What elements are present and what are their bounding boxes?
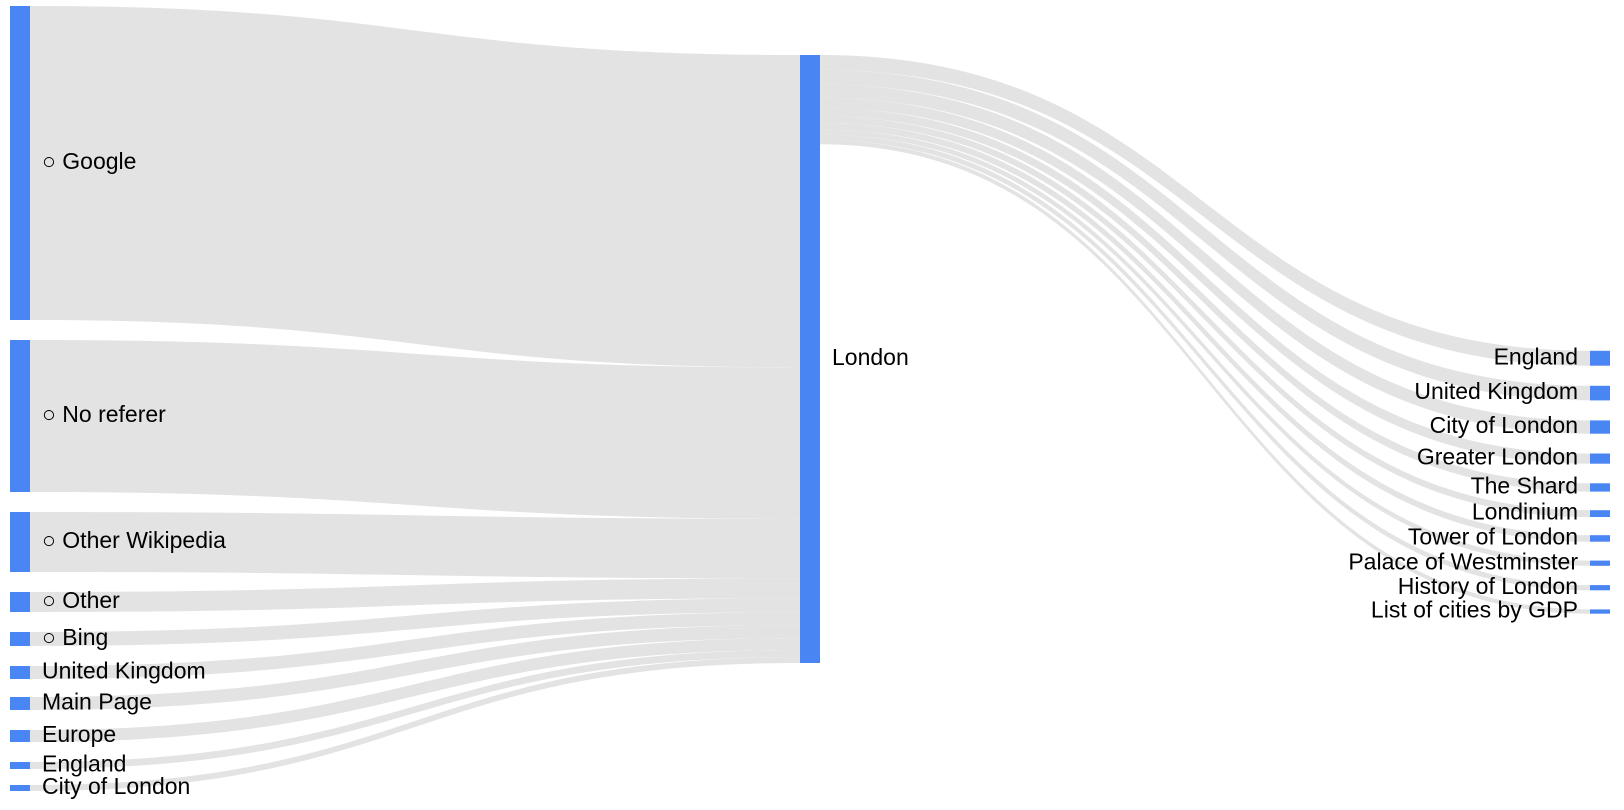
svg-text:United Kingdom: United Kingdom	[1414, 378, 1578, 404]
svg-text:Main Page: Main Page	[42, 689, 152, 715]
svg-text:○ Google: ○ Google	[42, 148, 136, 174]
svg-text:City of London: City of London	[1430, 412, 1578, 438]
svg-text:City of London: City of London	[42, 773, 190, 799]
svg-text:List of cities by GDP: List of cities by GDP	[1371, 597, 1578, 623]
svg-text:Tower of London: Tower of London	[1408, 524, 1578, 550]
svg-text:Londinium: Londinium	[1472, 499, 1578, 525]
svg-text:The Shard: The Shard	[1471, 473, 1578, 499]
svg-text:○ Other: ○ Other	[42, 587, 120, 613]
svg-text:Palace of Westminster: Palace of Westminster	[1348, 548, 1578, 574]
svg-text:○ Bing: ○ Bing	[42, 624, 108, 650]
svg-text:○ Other Wikipedia: ○ Other Wikipedia	[42, 527, 226, 553]
svg-text:○ No referer: ○ No referer	[42, 401, 166, 427]
svg-text:History of London: History of London	[1398, 573, 1578, 599]
svg-text:Europe: Europe	[42, 721, 116, 747]
svg-text:Greater London: Greater London	[1417, 444, 1578, 470]
svg-text:England: England	[1494, 343, 1578, 369]
svg-text:United Kingdom: United Kingdom	[42, 658, 206, 684]
svg-text:London: London	[832, 344, 909, 370]
